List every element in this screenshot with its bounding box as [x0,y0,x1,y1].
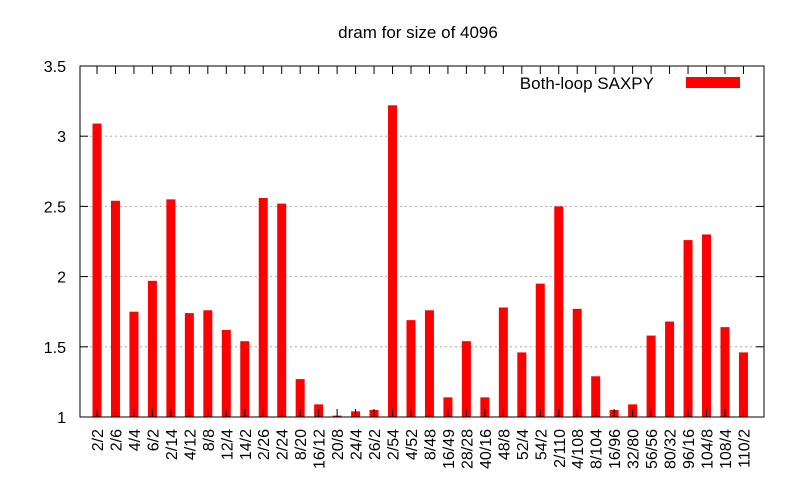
bar [572,308,582,417]
bar-series [92,105,748,418]
bar [277,203,287,417]
bar [683,240,693,417]
bar [147,280,157,417]
y-tick-label: 2 [57,270,66,287]
x-tick-label: 2/26 [256,429,273,460]
x-tick-label: 8/48 [422,429,439,460]
bar [166,199,176,417]
bar [110,200,120,417]
x-tick-label: 26/2 [367,429,384,460]
x-tick-label: 32/80 [626,429,643,469]
bar [92,123,102,418]
bar [517,352,527,417]
y-tick-label: 2.5 [44,199,66,216]
x-tick-label: 14/2 [238,429,255,460]
bar [388,105,398,417]
x-tick-label: 2/2 [90,429,107,451]
x-tick-label: 2/24 [275,429,292,460]
x-tick-label: 108/4 [718,429,735,469]
x-tick-label: 16/12 [312,429,329,469]
plot-frame [79,65,765,418]
x-axis-ticks: 2/2 2/6 4/4 6/2 2/14 4/12 8/8 12/4 14/2 2/26 2/24 8… [90,66,753,469]
gridlines [80,135,764,348]
bar [720,327,730,417]
x-tick-label: 104/8 [700,429,717,469]
y-tick-label: 3 [57,129,66,146]
bar [129,311,139,417]
bar [738,352,748,417]
y-tick-label: 1 [57,410,66,427]
x-tick-label: 2/110 [552,429,569,468]
x-tick-label: 4/4 [127,429,144,451]
x-tick-label: 6/2 [145,429,162,451]
bar [480,397,490,417]
x-tick-label: 28/28 [459,429,476,469]
legend-label: Both-loop SAXPY [520,74,654,93]
x-tick-label: 8/104 [589,429,606,469]
bar [591,376,601,417]
legend: Both-loop SAXPY [520,74,740,93]
x-tick-label: 2/14 [164,429,181,460]
x-tick-label: 4/12 [182,429,199,460]
y-tick-label: 1.5 [44,340,66,357]
bar [646,335,656,417]
x-tick-label: 2/54 [386,429,403,460]
x-tick-label: 8/8 [201,429,218,451]
bar [554,206,564,417]
x-tick-label: 24/4 [349,429,366,460]
bar [535,283,545,417]
y-tick-label: 3.5 [44,59,66,76]
y-axis-ticks: 1 1.5 2 2.5 3 3.5 [44,59,764,427]
x-tick-label: 80/32 [663,429,680,469]
bar [461,341,471,417]
legend-swatch [686,77,740,88]
bar [184,313,194,417]
x-tick-label: 16/96 [607,429,624,469]
bar [424,310,434,417]
x-tick-label: 110/2 [736,429,753,468]
x-tick-label: 96/16 [681,429,698,469]
bar [443,397,453,417]
bar [221,329,231,417]
x-tick-label: 12/4 [219,429,236,460]
bar [295,379,305,417]
x-tick-label: 8/20 [293,429,310,460]
bar [240,341,250,417]
x-tick-label: 48/8 [496,429,513,460]
bar [203,310,213,417]
bar [406,320,416,417]
bar [498,307,508,417]
x-tick-label: 4/52 [404,429,421,460]
chart-title: dram for size of 4096 [338,23,498,42]
bar [258,197,268,417]
x-tick-label: 20/8 [330,429,347,460]
bar [702,234,712,417]
x-tick-label: 2/6 [108,429,125,451]
bar [665,321,675,417]
x-tick-label: 40/16 [478,429,495,469]
x-tick-label: 16/49 [441,429,458,469]
x-tick-label: 56/56 [644,429,661,469]
x-tick-label: 52/4 [515,429,532,460]
x-tick-label: 4/108 [570,429,587,469]
x-tick-label: 54/2 [533,429,550,460]
